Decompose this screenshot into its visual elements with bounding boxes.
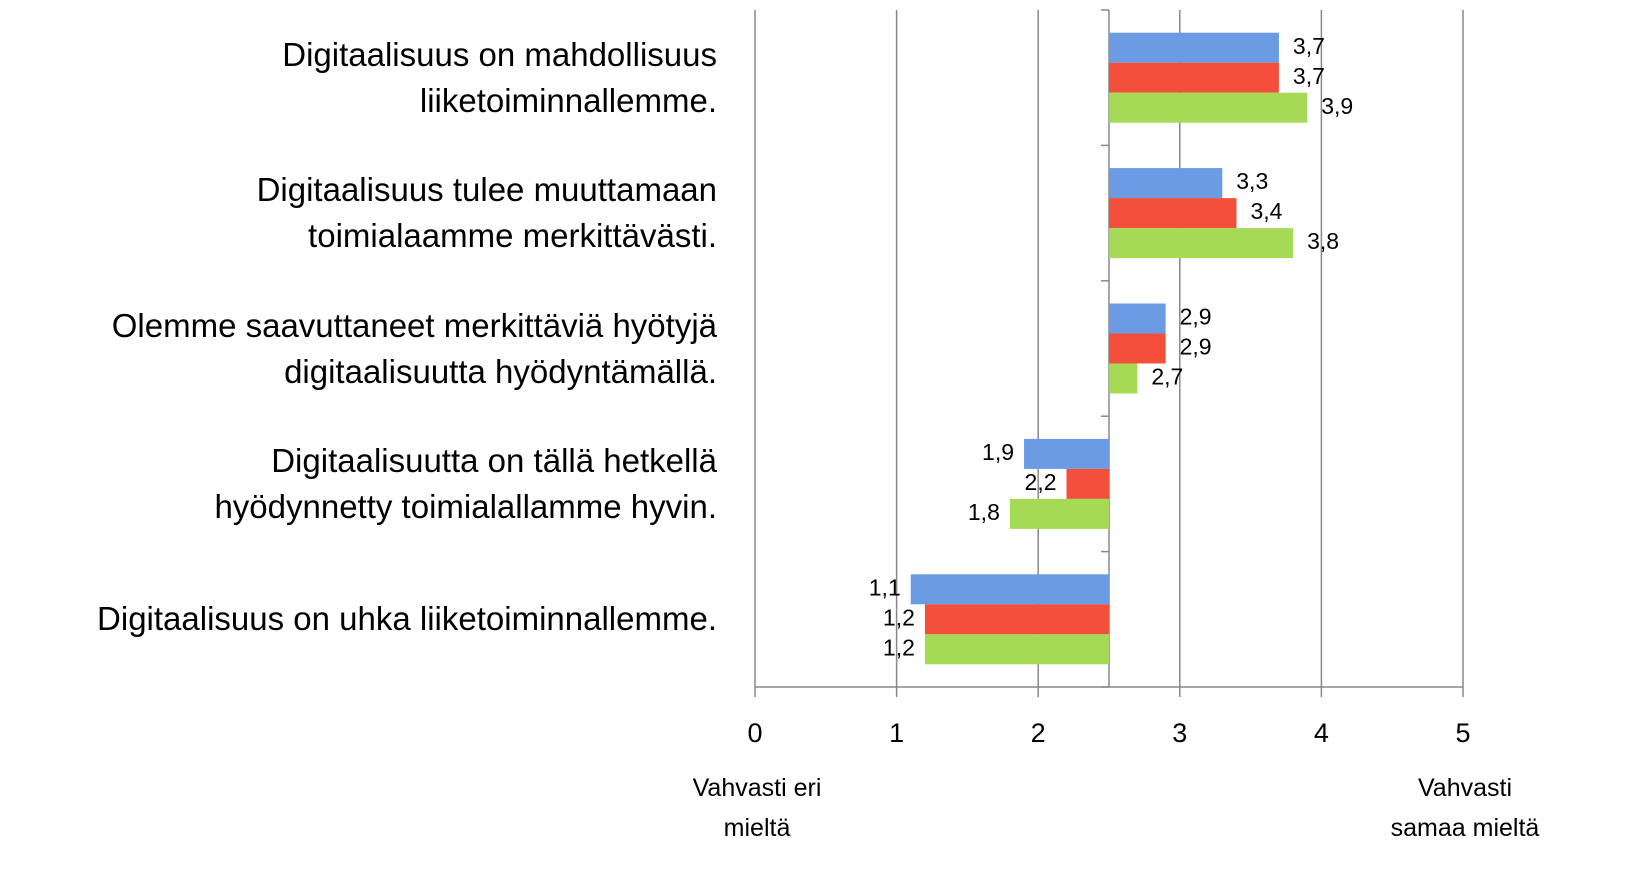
data-label: 3,7	[1293, 33, 1325, 59]
bar	[1109, 92, 1308, 123]
data-label: 2,9	[1180, 304, 1212, 330]
data-label: 3,7	[1293, 63, 1325, 89]
data-label: 3,4	[1250, 198, 1282, 224]
bar	[1109, 333, 1166, 364]
bar	[1109, 228, 1294, 259]
x-axis-label-left: Vahvasti eri mieltä	[692, 774, 822, 842]
data-label: 3,9	[1321, 93, 1353, 119]
data-label: 1,2	[883, 604, 915, 630]
bar	[1109, 303, 1166, 334]
bar	[1024, 438, 1109, 469]
category-label: Digitaalisuutta on tällä hetkellä hyödyn…	[214, 441, 717, 525]
x-tick-label: 2	[1031, 718, 1046, 748]
x-tick-label: 3	[1172, 718, 1187, 748]
bar	[1109, 168, 1223, 199]
x-tick-label: 1	[889, 718, 904, 748]
category-label: Digitaalisuus on uhka liiketoiminnallemm…	[97, 600, 717, 638]
data-label: 3,3	[1236, 168, 1268, 194]
category-label: Digitaalisuus tulee muuttamaan toimialaa…	[256, 171, 717, 255]
x-axis-label-right: Vahvasti samaa mieltä	[1390, 774, 1540, 842]
category-label: Olemme saavuttaneet merkittäviä hyötyjä …	[111, 306, 717, 390]
category-label: Digitaalisuus on mahdollisuus liiketoimi…	[282, 35, 717, 119]
bar	[1009, 498, 1109, 529]
data-label: 1,8	[968, 499, 1000, 525]
x-tick-label: 4	[1314, 718, 1329, 748]
bar	[1066, 468, 1109, 499]
bar	[1109, 363, 1138, 394]
bar	[910, 574, 1109, 605]
data-label: 3,8	[1307, 228, 1339, 254]
data-label: 2,2	[1025, 469, 1057, 495]
data-label: 2,9	[1180, 334, 1212, 360]
bar	[1109, 62, 1279, 93]
bar	[924, 604, 1109, 635]
bar	[1109, 198, 1237, 229]
data-label: 1,2	[883, 634, 915, 660]
data-label: 1,1	[869, 574, 901, 600]
data-label: 2,7	[1151, 364, 1183, 390]
x-tick-label: 0	[747, 718, 762, 748]
x-tick-label: 5	[1455, 718, 1470, 748]
bar	[924, 634, 1109, 665]
data-label: 1,9	[982, 439, 1014, 465]
bar	[1109, 32, 1279, 63]
